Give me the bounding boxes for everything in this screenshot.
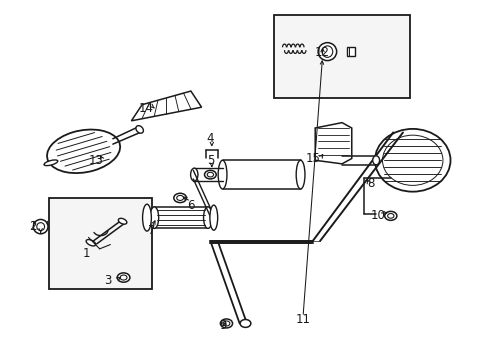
Ellipse shape [220,319,232,328]
Ellipse shape [374,129,449,192]
Ellipse shape [322,46,332,57]
Text: 10: 10 [370,210,385,222]
Ellipse shape [47,130,120,173]
Ellipse shape [86,239,96,246]
Ellipse shape [150,207,158,228]
Ellipse shape [120,275,127,280]
Text: 7: 7 [148,224,155,237]
Ellipse shape [207,172,213,177]
Polygon shape [131,91,201,121]
Ellipse shape [190,168,198,181]
Ellipse shape [176,195,183,201]
Ellipse shape [33,220,48,234]
Text: 1: 1 [82,247,90,260]
Ellipse shape [240,319,250,327]
Ellipse shape [203,207,212,228]
Text: 2: 2 [29,220,36,233]
Ellipse shape [117,273,130,282]
Ellipse shape [37,223,44,230]
Ellipse shape [44,160,58,166]
Text: 3: 3 [104,274,111,287]
Ellipse shape [318,42,336,60]
Polygon shape [315,123,351,164]
Text: 11: 11 [295,313,310,327]
Bar [49,198,152,289]
Ellipse shape [296,160,305,189]
Ellipse shape [382,135,442,185]
Text: 13: 13 [88,154,103,167]
Ellipse shape [223,321,229,326]
Text: 6: 6 [187,199,194,212]
Ellipse shape [372,156,379,165]
Ellipse shape [142,204,151,231]
Ellipse shape [387,213,393,218]
Ellipse shape [384,211,396,220]
Ellipse shape [136,126,143,133]
Polygon shape [346,47,354,56]
Ellipse shape [218,160,226,189]
Text: 8: 8 [367,177,374,190]
Ellipse shape [118,218,126,224]
Text: 15: 15 [305,152,320,165]
Ellipse shape [173,193,186,203]
Text: 4: 4 [206,132,214,145]
Text: 12: 12 [314,46,329,59]
Text: 9: 9 [218,319,226,332]
Text: 5: 5 [206,154,214,167]
Bar [273,15,409,98]
Text: 14: 14 [138,102,153,115]
Ellipse shape [209,205,217,230]
Ellipse shape [204,170,216,179]
